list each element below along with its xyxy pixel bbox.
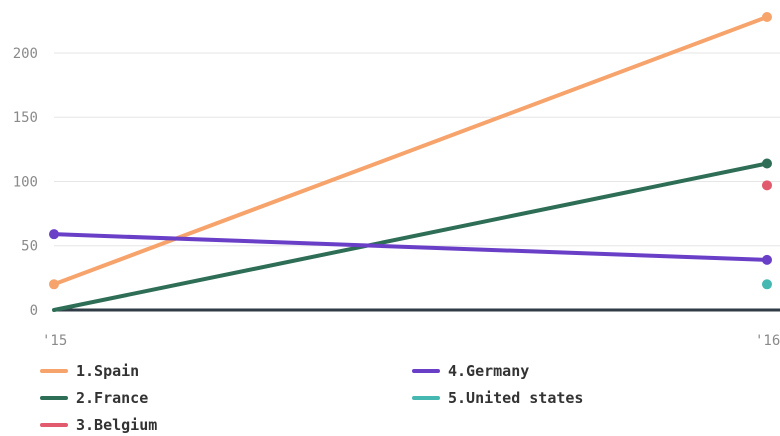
legend-item-united-states[interactable]: 5.United states [412, 387, 583, 409]
grid-lines [54, 52, 780, 312]
legend-label: 3.Belgium [76, 416, 158, 434]
y-tick-label: 150 [13, 110, 38, 126]
y-tick-label: 50 [21, 239, 38, 255]
x-axis-ticks: '15 '16 [42, 333, 780, 349]
legend: 1.Spain 2.France 3.Belgium 4.Germany 5.U… [40, 360, 780, 435]
data-point-germany [49, 229, 59, 240]
legend-swatch [40, 369, 68, 373]
series-line-spain [52, 15, 769, 287]
legend-swatch [40, 396, 68, 400]
legend-swatch [40, 423, 68, 427]
legend-label: 5.United states [448, 389, 584, 407]
y-tick-label: 100 [13, 174, 38, 190]
series-lines [52, 15, 769, 312]
legend-swatch [412, 396, 440, 400]
data-point-germany [762, 254, 772, 265]
line-chart: 0 50 100 150 200 '15 '16 [13, 12, 780, 349]
data-point-spain [49, 279, 59, 290]
legend-label: 1.Spain [76, 362, 140, 380]
legend-label: 2.France [76, 389, 149, 407]
legend-item-belgium[interactable]: 3.Belgium [40, 414, 157, 436]
data-point-belgium [762, 180, 772, 191]
legend-item-germany[interactable]: 4.Germany [412, 360, 529, 382]
series-points [49, 12, 772, 290]
data-point-spain [762, 12, 772, 22]
y-tick-label: 0 [30, 303, 38, 319]
series-line-germany [52, 232, 769, 262]
y-tick-label: 200 [13, 46, 38, 62]
x-tick-label: '16 [755, 333, 780, 349]
data-point-united-states [762, 279, 772, 290]
legend-swatch [412, 369, 440, 373]
legend-label: 4.Germany [448, 362, 530, 380]
series-line-france [52, 161, 769, 312]
data-point-france [762, 158, 772, 169]
legend-item-france[interactable]: 2.France [40, 387, 148, 409]
x-tick-label: '15 [42, 333, 67, 349]
y-axis-ticks: 0 50 100 150 200 [13, 46, 38, 319]
legend-item-spain[interactable]: 1.Spain [40, 360, 139, 382]
